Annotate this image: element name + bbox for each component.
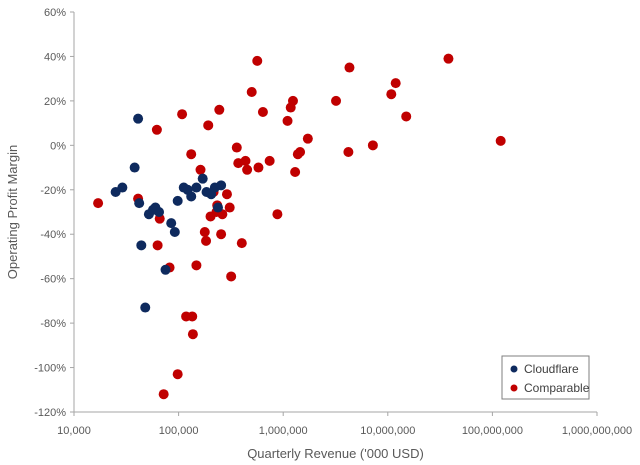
comparable-point: [221, 189, 232, 200]
comparable-point: [495, 135, 506, 146]
comparable-point: [390, 78, 401, 89]
comparable-point: [191, 260, 202, 271]
comparable-point: [187, 311, 198, 322]
y-tick-label: -40%: [40, 229, 66, 241]
comparable-point: [186, 149, 197, 160]
cloudflare-point: [129, 162, 140, 173]
comparable-point: [257, 107, 268, 117]
cloudflare-point: [166, 218, 177, 229]
comparable-point: [386, 89, 397, 100]
comparable-point: [367, 140, 378, 151]
legend-label-cloudflare: Cloudflare: [524, 362, 579, 376]
x-axis-title: Quarterly Revenue ('000 USD): [247, 446, 424, 461]
comparable-point: [195, 164, 206, 175]
comparable-point: [344, 62, 355, 73]
comparable-point: [158, 389, 169, 400]
y-tick-label: -60%: [40, 274, 66, 286]
cloudflare-point: [154, 207, 165, 217]
x-tick-label: 10,000: [57, 425, 91, 437]
y-tick-label: -20%: [40, 185, 66, 197]
comparable-point: [331, 95, 342, 106]
comparable-point: [177, 109, 188, 120]
comparable-point: [93, 198, 104, 209]
y-axis-title: Operating Profit Margin: [5, 145, 20, 279]
y-tick-label: -120%: [34, 407, 66, 419]
comparable-point: [287, 95, 298, 106]
comparable-point: [226, 271, 237, 282]
comparable-point: [151, 124, 162, 135]
legend-marker-comparable: [510, 384, 518, 392]
x-tick-label: 10,000,000: [360, 425, 415, 437]
x-tick-label: 100,000: [159, 425, 199, 437]
comparable-point: [203, 120, 214, 131]
comparable-point: [199, 227, 210, 237]
comparable-point: [216, 229, 227, 240]
y-tick-label: 60%: [44, 7, 66, 19]
comparable-point: [282, 115, 293, 126]
comparable-point: [172, 369, 183, 380]
comparable-point: [240, 155, 251, 166]
comparable-point: [401, 111, 412, 122]
y-tick-label: 40%: [44, 51, 66, 63]
comparable-point: [224, 202, 235, 213]
comparable-point: [236, 238, 247, 249]
x-tick-label: 100,000,000: [462, 425, 523, 437]
legend-label-comparable: Comparable: [524, 381, 590, 395]
cloudflare-point: [169, 227, 180, 237]
y-tick-label: 20%: [44, 96, 66, 108]
cloudflare-point: [191, 182, 202, 193]
comparable-point: [242, 164, 253, 175]
comparable-point: [253, 162, 264, 173]
comparable-point: [152, 240, 163, 251]
comparable-point: [264, 155, 275, 166]
x-tick-label: 1,000,000: [259, 425, 308, 437]
x-tick-label: 1,000,000,000: [562, 425, 632, 437]
comparable-point: [252, 55, 263, 66]
cloudflare-point: [197, 173, 208, 184]
y-tick-label: 0%: [50, 140, 66, 152]
cloudflare-point: [160, 264, 171, 275]
comparable-point: [187, 329, 198, 340]
cloudflare-point: [134, 198, 145, 209]
comparable-point: [443, 53, 454, 64]
comparable-point: [246, 87, 257, 97]
comparable-point: [214, 104, 225, 115]
cloudflare-point: [136, 240, 147, 251]
legend-box: [501, 355, 590, 400]
y-tick-label: -100%: [34, 363, 66, 375]
comparable-point: [343, 147, 354, 157]
comparable-point: [231, 142, 242, 153]
cloudflare-point: [172, 195, 183, 206]
comparable-point: [295, 147, 306, 157]
legend-marker-cloudflare: [510, 365, 518, 373]
y-tick-label: -80%: [40, 318, 66, 330]
comparable-point: [201, 235, 212, 246]
comparable-point: [302, 133, 313, 144]
cloudflare-point: [133, 113, 144, 124]
cloudflare-point: [212, 202, 223, 213]
cloudflare-point: [140, 302, 151, 313]
cloudflare-point: [186, 191, 197, 202]
cloudflare-point: [216, 180, 227, 191]
comparable-point: [272, 209, 283, 220]
comparable-point: [290, 167, 301, 177]
cloudflare-point: [117, 182, 128, 193]
